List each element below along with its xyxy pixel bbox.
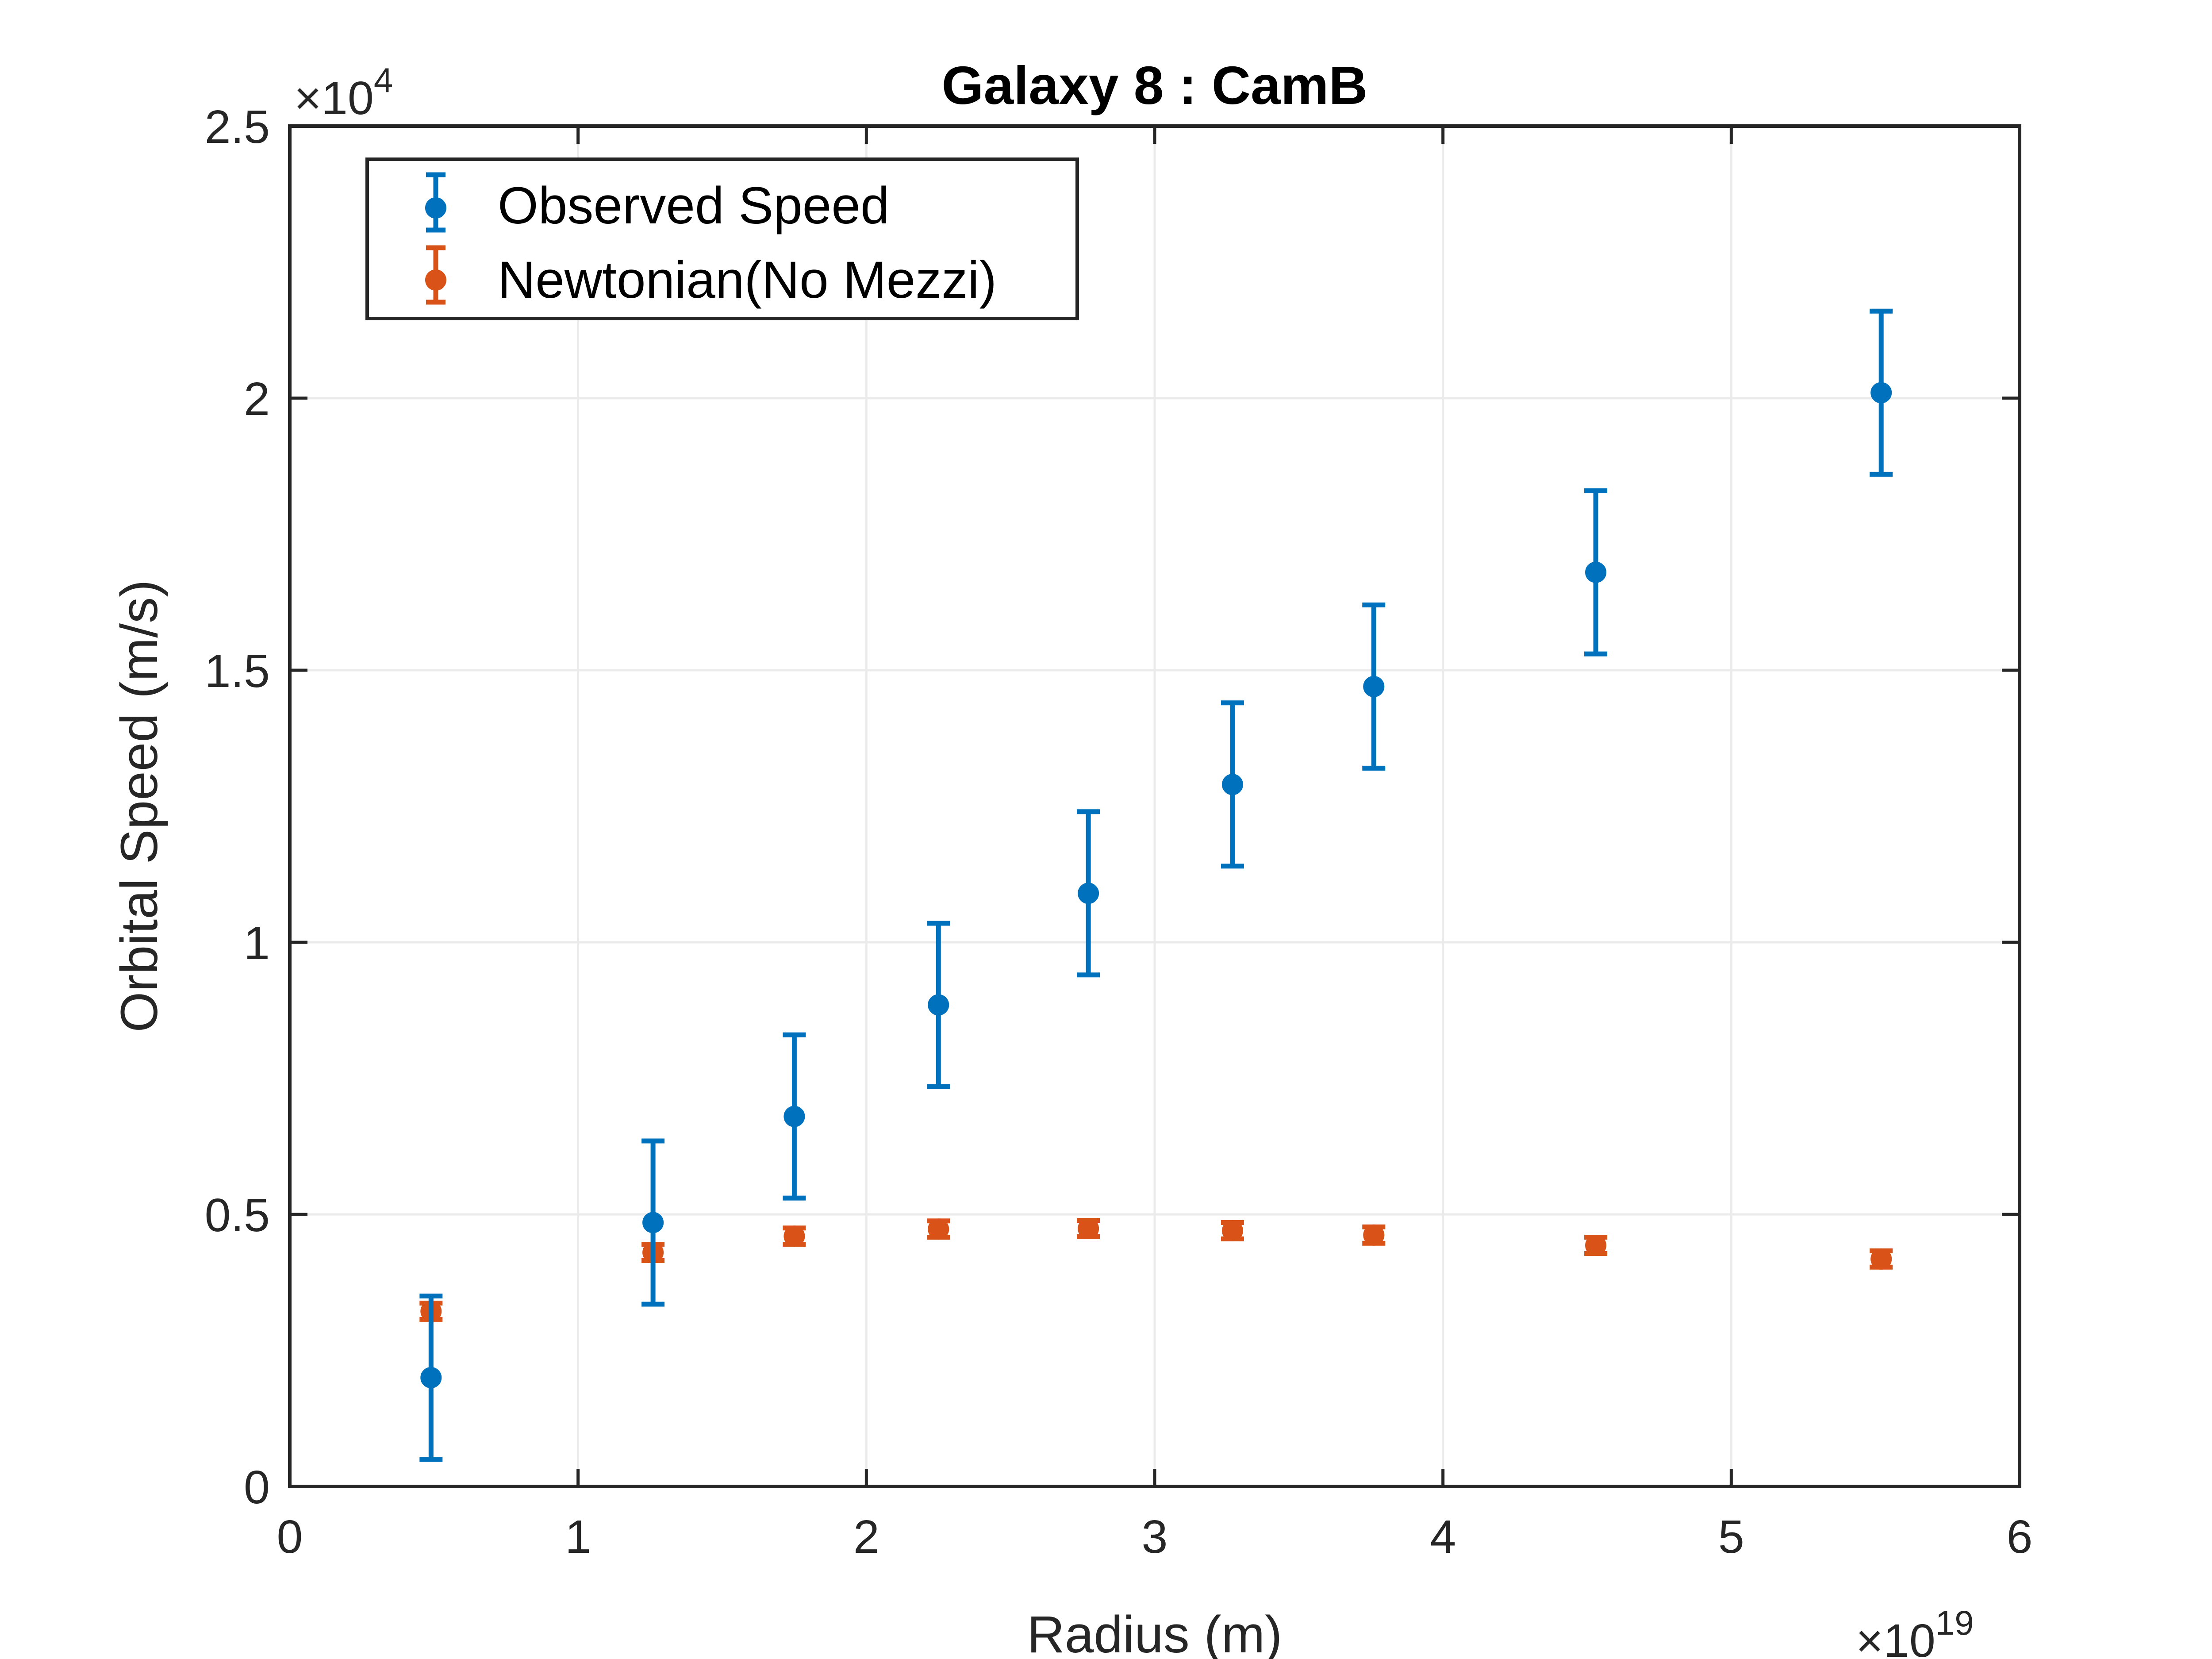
series-0-errorbar <box>1362 602 1386 771</box>
x-multiplier-times: × <box>1856 1615 1883 1659</box>
y-multiplier-exponent: 4 <box>374 61 393 100</box>
y-tick-label: 0.5 <box>205 1189 270 1241</box>
series-0-errorbar <box>419 1294 443 1462</box>
x-tick-label: 5 <box>1718 1511 1744 1563</box>
series-0-errorbar <box>1870 308 1893 477</box>
legend-label-newtonian: Newtonian(No Mezzi) <box>498 251 997 309</box>
series-0-errorbar-point <box>1363 676 1385 697</box>
series-1-errorbar <box>927 1218 950 1240</box>
series-0-errorbar <box>927 921 950 1089</box>
series-1-errorbar <box>1077 1217 1100 1239</box>
series-1-errorbar <box>1221 1220 1244 1241</box>
series-1-errorbar-point <box>1870 1248 1892 1270</box>
y-axis-label: Orbital Speed (m/s) <box>110 580 169 1033</box>
series-1-errorbar-point <box>1363 1224 1385 1246</box>
legend-errorbar-newtonian <box>425 245 446 305</box>
legend-errorbar-observed <box>425 172 446 233</box>
svg-text:×1019: ×1019 <box>1856 1603 1974 1659</box>
axis-ticks <box>288 124 2021 1488</box>
series-0-errorbar-point <box>1870 382 1892 403</box>
series-1-errorbar-point <box>928 1218 949 1240</box>
x-tick-label: 4 <box>1430 1511 1456 1563</box>
series-0-errorbar-point <box>420 1367 442 1388</box>
series-0-errorbar-point <box>928 994 949 1016</box>
y-tick-labels: 0 0.5 1 1.5 2 2.5 <box>205 101 270 1513</box>
series-0-errorbar-point <box>642 1212 664 1233</box>
legend-marker-observed <box>425 172 446 233</box>
series-layer <box>419 308 1893 1462</box>
series-1-errorbar <box>1362 1224 1386 1246</box>
legend-label-observed: Observed Speed <box>498 177 890 235</box>
series-1-errorbar <box>1870 1248 1893 1270</box>
legend-marker-newtonian <box>425 245 446 305</box>
y-multiplier: ×104 <box>294 61 393 124</box>
series-0-errorbar <box>1077 809 1100 978</box>
x-tick-label: 1 <box>565 1511 591 1563</box>
series-0-errorbar-point <box>1221 774 1243 795</box>
x-multiplier-base: 10 <box>1883 1615 1936 1659</box>
legend-errorbar-newtonian-point <box>425 269 446 291</box>
y-tick-label: 1.5 <box>205 645 270 697</box>
series-0 <box>419 308 1893 1462</box>
series-0-errorbar-point <box>783 1106 805 1127</box>
y-multiplier-times: × <box>294 72 322 124</box>
series-1-errorbar-point <box>1585 1235 1607 1256</box>
series-1-errorbar-point <box>1221 1220 1243 1241</box>
legend-box <box>365 157 1079 320</box>
y-tick-label: 2 <box>244 373 270 425</box>
series-1-errorbar-point <box>783 1225 805 1247</box>
series-0-errorbar <box>1221 700 1244 869</box>
y-tick-label: 2.5 <box>205 101 270 153</box>
series-0-errorbar <box>783 1032 806 1201</box>
x-tick-labels: 0 1 2 3 4 5 6 <box>277 1511 2033 1563</box>
series-1-errorbar-point <box>1078 1217 1099 1239</box>
series-0-errorbar-point <box>1078 883 1099 904</box>
x-multiplier: ×1019 <box>1856 1603 1974 1659</box>
series-0-errorbar <box>1584 488 1608 657</box>
grid <box>290 126 2020 1486</box>
legend-errorbar-observed-point <box>425 197 446 219</box>
series-0-errorbar-point <box>1585 561 1607 583</box>
x-tick-label: 2 <box>853 1511 879 1563</box>
x-tick-label: 0 <box>277 1511 303 1563</box>
series-1-errorbar <box>1584 1235 1608 1256</box>
svg-text:×104: ×104 <box>294 61 393 124</box>
y-multiplier-base: 10 <box>322 72 374 124</box>
x-axis-label: Radius (m) <box>1027 1605 1283 1659</box>
series-0-errorbar <box>641 1138 665 1307</box>
y-tick-label: 1 <box>244 917 270 969</box>
legend: Observed Speed Newtonian(No Mezzi) <box>365 157 1079 320</box>
x-tick-label: 3 <box>1142 1511 1168 1563</box>
x-multiplier-exponent: 19 <box>1936 1603 1974 1642</box>
chart-title: Galaxy 8 : CamB <box>942 55 1368 115</box>
series-1-errorbar <box>783 1225 806 1247</box>
x-tick-label: 6 <box>2007 1511 2033 1563</box>
y-tick-label: 0 <box>244 1461 270 1513</box>
